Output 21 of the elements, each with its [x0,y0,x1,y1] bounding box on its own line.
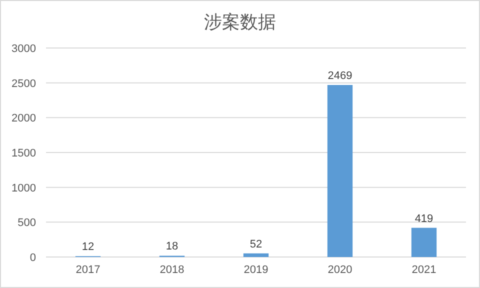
x-tick-label: 2017 [76,264,100,276]
y-tick-label: 1000 [12,182,36,194]
data-label: 12 [82,241,94,254]
data-label: 419 [414,212,434,225]
bar [411,228,437,257]
y-tick-label: 500 [18,217,36,230]
y-tick-label: 2000 [12,112,36,125]
x-tick-label: 2019 [244,264,268,276]
x-tick-label: 2021 [412,264,436,276]
bar [243,253,269,257]
y-tick-label: 0 [30,252,36,264]
x-tick-label: 2018 [160,264,184,276]
data-label: 2469 [328,70,352,82]
y-tick-label: 1500 [12,148,36,160]
y-tick-label: 2500 [12,78,36,90]
y-tick-label: 3000 [12,43,36,55]
data-label: 18 [166,240,178,253]
data-label: 52 [250,238,262,250]
x-tick-label: 2020 [328,264,352,276]
chart-title: 涉案数据 [204,12,276,32]
bar [327,84,353,257]
